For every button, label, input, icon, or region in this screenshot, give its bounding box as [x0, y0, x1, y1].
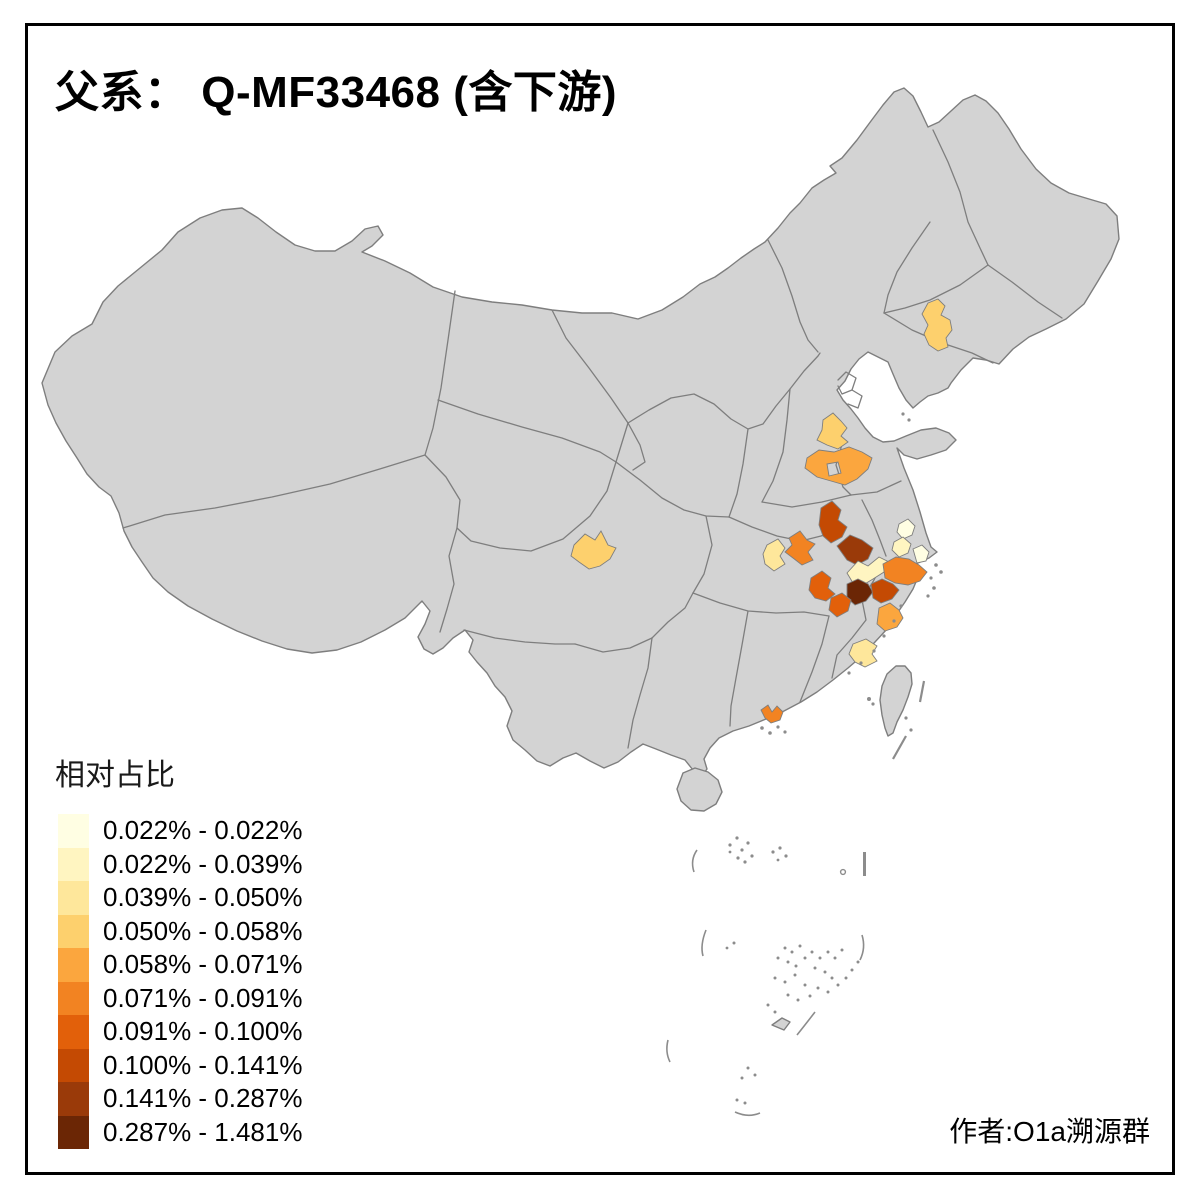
- legend-row: 0.141% - 0.287%: [58, 1082, 302, 1116]
- map-region-region-15: [876, 602, 904, 632]
- legend-label: 0.039% - 0.050%: [103, 882, 303, 913]
- province-borders: [122, 129, 1063, 749]
- map-region-region-18: [896, 518, 916, 540]
- legend-row: 0.287% - 1.481%: [58, 1115, 303, 1149]
- legend-swatch: [58, 1048, 89, 1082]
- map-region-region-2: [816, 412, 849, 450]
- legend-label: 0.058% - 0.071%: [103, 949, 303, 980]
- legend-label: 0.141% - 0.287%: [103, 1083, 303, 1114]
- hainan-island: [676, 767, 723, 812]
- legend-label: 0.100% - 0.141%: [103, 1049, 303, 1080]
- map-region-region-10: [870, 578, 900, 604]
- map-region-region-11: [808, 570, 836, 602]
- legend-title: 相对占比: [55, 759, 175, 792]
- legend-row: 0.050% - 0.058%: [58, 914, 303, 948]
- legend-swatch: [58, 847, 89, 881]
- legend-swatch: [58, 1015, 89, 1049]
- map-region-region-1: [921, 298, 953, 352]
- legend-label: 0.091% - 0.100%: [103, 1016, 303, 1047]
- legend-swatch: [58, 814, 89, 848]
- map-region-region-5: [818, 500, 848, 544]
- map-region-region-13: [784, 530, 816, 566]
- legend-swatch: [58, 1115, 89, 1149]
- map-region-region-16: [848, 638, 878, 668]
- legend-label: 0.071% - 0.091%: [103, 982, 303, 1013]
- legend-row: 0.022% - 0.022%: [58, 814, 302, 848]
- coastal-islets: [760, 412, 943, 735]
- map-region-region-14: [762, 538, 786, 572]
- south-china-sea-islets: [725, 836, 866, 1105]
- legend-swatch: [58, 881, 89, 915]
- legend-row: 0.100% - 0.141%: [58, 1048, 303, 1082]
- legend-swatch: [58, 1082, 89, 1116]
- legend-label: 0.287% - 1.481%: [103, 1116, 303, 1147]
- legend-swatch: [58, 914, 89, 948]
- legend-rows: 0.022% - 0.022% 0.022% - 0.039% 0.039% - 0…: [58, 814, 302, 1149]
- strait-dashes: [892, 680, 926, 760]
- shaded-regions: [570, 298, 953, 724]
- legend-row: 0.022% - 0.039%: [58, 847, 303, 881]
- legend-swatch: [58, 948, 89, 982]
- legend: 相对占比 0.022% - 0.022% 0.022% - 0.039% 0.039…: [55, 750, 302, 1149]
- spratly-islet: [771, 1017, 791, 1031]
- legend-swatch: [58, 981, 89, 1015]
- legend-label: 0.022% - 0.039%: [103, 848, 303, 879]
- map-region-region-4: [570, 530, 617, 570]
- map-region-region-6: [836, 534, 874, 566]
- map-region-region-8: [882, 556, 928, 586]
- plot-title: 父系： Q-MF33468 (含下游): [55, 68, 618, 117]
- legend-row: 0.039% - 0.050%: [58, 881, 302, 915]
- islands: [676, 665, 913, 1031]
- legend-row: 0.071% - 0.091%: [58, 981, 303, 1015]
- china-landmass: [41, 87, 1120, 778]
- map-region-region-19: [891, 536, 912, 558]
- map-region-region-17: [760, 704, 784, 724]
- attribution: 作者:O1a溯源群: [949, 1116, 1150, 1147]
- south-china-sea-arcs: [666, 849, 865, 1117]
- legend-row: 0.091% - 0.100%: [58, 1015, 302, 1049]
- legend-label: 0.050% - 0.058%: [103, 915, 303, 946]
- map-region-region-3: [804, 446, 873, 486]
- map-region-region-12: [828, 592, 852, 618]
- legend-row: 0.058% - 0.071%: [58, 948, 302, 982]
- taiwan-island: [879, 665, 913, 737]
- map-region-region-20: [912, 544, 930, 564]
- legend-label: 0.022% - 0.022%: [103, 815, 303, 846]
